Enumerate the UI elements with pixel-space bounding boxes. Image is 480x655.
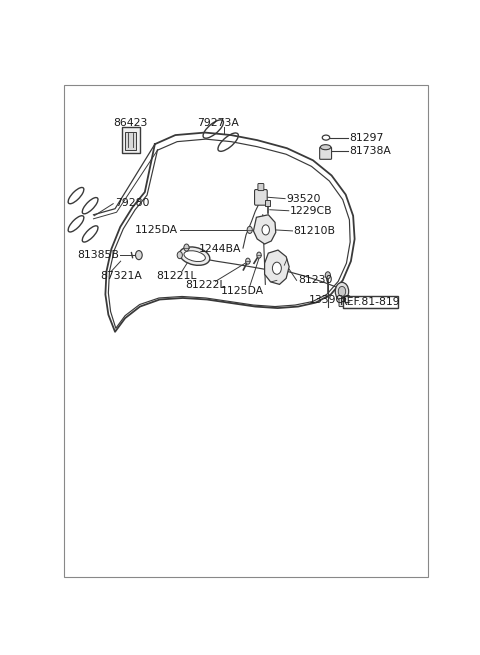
Text: 1125DA: 1125DA xyxy=(135,225,178,235)
Circle shape xyxy=(135,251,142,259)
Circle shape xyxy=(338,286,346,297)
Polygon shape xyxy=(264,250,289,284)
Circle shape xyxy=(262,225,269,235)
Polygon shape xyxy=(253,215,276,244)
Text: 93520: 93520 xyxy=(286,194,321,204)
Text: 87321A: 87321A xyxy=(100,271,142,281)
Text: 79273A: 79273A xyxy=(197,118,239,128)
Text: 81738A: 81738A xyxy=(349,145,391,156)
FancyBboxPatch shape xyxy=(254,189,267,205)
FancyBboxPatch shape xyxy=(265,200,270,206)
Text: 1244BA: 1244BA xyxy=(198,244,241,254)
Text: 86423: 86423 xyxy=(113,118,148,128)
Circle shape xyxy=(257,252,261,258)
Circle shape xyxy=(325,272,330,279)
Circle shape xyxy=(184,244,189,251)
Circle shape xyxy=(335,282,348,301)
Circle shape xyxy=(273,262,281,274)
FancyBboxPatch shape xyxy=(258,183,264,191)
Text: 1339CC: 1339CC xyxy=(309,295,351,305)
Text: 81230: 81230 xyxy=(298,275,333,286)
FancyBboxPatch shape xyxy=(339,299,345,307)
Ellipse shape xyxy=(180,247,210,265)
FancyBboxPatch shape xyxy=(125,132,136,150)
Circle shape xyxy=(247,227,252,233)
Text: 1229CB: 1229CB xyxy=(290,206,333,215)
Ellipse shape xyxy=(321,145,331,150)
FancyBboxPatch shape xyxy=(122,127,140,153)
Text: 1125DA: 1125DA xyxy=(221,286,264,297)
Text: 81210B: 81210B xyxy=(294,226,336,236)
FancyBboxPatch shape xyxy=(320,147,332,159)
Text: 81297: 81297 xyxy=(349,132,384,143)
Ellipse shape xyxy=(184,251,205,261)
Text: 81222L: 81222L xyxy=(185,280,225,290)
Text: 81385B: 81385B xyxy=(77,250,119,260)
Text: REF.81-819: REF.81-819 xyxy=(340,297,401,307)
FancyBboxPatch shape xyxy=(343,296,398,308)
Text: 79280: 79280 xyxy=(115,198,150,208)
Text: 81221L: 81221L xyxy=(156,271,197,281)
Circle shape xyxy=(246,258,250,264)
Circle shape xyxy=(177,252,182,259)
